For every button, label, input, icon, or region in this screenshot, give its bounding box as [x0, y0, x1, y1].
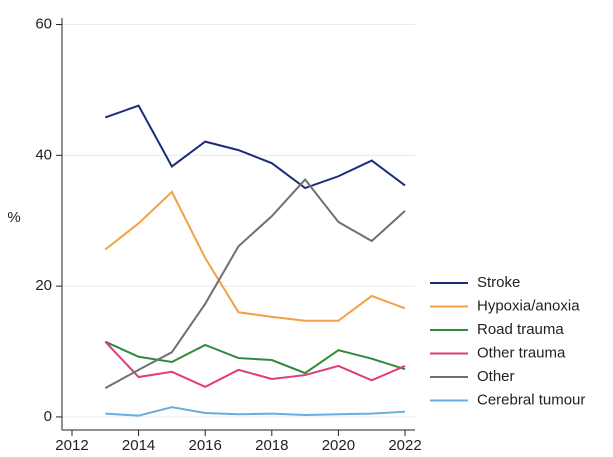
x-tick-label: 2012 [55, 437, 88, 454]
x-tick-label: 2020 [322, 437, 355, 454]
legend-label: Other [477, 368, 515, 385]
x-tick-label: 2018 [255, 437, 288, 454]
y-tick-label: 40 [35, 146, 52, 163]
y-tick-label: 60 [35, 16, 52, 33]
series-line [104, 341, 406, 388]
legend-label: Cerebral tumour [477, 391, 585, 408]
legend-label: Road trauma [477, 321, 564, 338]
legend-label: Hypoxia/anoxia [477, 297, 580, 314]
series-line [104, 340, 406, 375]
y-tick-label: 0 [44, 408, 52, 425]
series-line [105, 406, 406, 417]
series-line [104, 177, 406, 390]
x-tick-label: 2014 [122, 437, 155, 454]
series-line [104, 190, 406, 322]
y-tick-label: 20 [35, 277, 52, 294]
series-line [104, 104, 406, 190]
legend-label: Other trauma [477, 344, 566, 361]
x-tick-label: 2016 [189, 437, 222, 454]
legend-label: Stroke [477, 274, 520, 291]
x-tick-label: 2022 [388, 437, 421, 454]
y-axis-label: % [7, 209, 20, 226]
